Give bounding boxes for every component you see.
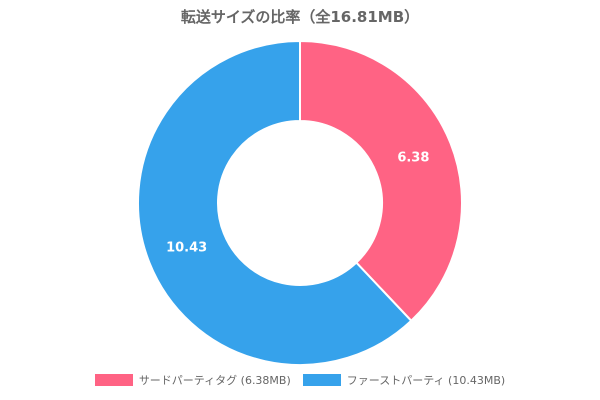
slice-third-party[interactable] bbox=[299, 39, 463, 323]
labels-group: 6.38 10.43 bbox=[166, 150, 429, 255]
slice-label-first-party: 10.43 bbox=[166, 241, 207, 256]
legend-item-third-party[interactable]: サードパーティタグ (6.38MB) bbox=[94, 372, 291, 388]
legend-swatch-first-party bbox=[302, 374, 341, 386]
slices-group bbox=[137, 39, 463, 366]
legend-swatch-third-party bbox=[94, 374, 133, 386]
legend: サードパーティタグ (6.38MB) ファーストパーティ (10.43MB) bbox=[0, 372, 600, 388]
legend-item-first-party[interactable]: ファーストパーティ (10.43MB) bbox=[302, 372, 506, 388]
legend-label-third-party: サードパーティタグ (6.38MB) bbox=[138, 374, 291, 387]
legend-label-first-party: ファーストパーティ (10.43MB) bbox=[346, 374, 506, 387]
slice-label-third-party: 6.38 bbox=[397, 150, 429, 165]
slice-first-party[interactable] bbox=[137, 39, 413, 366]
chart-title: 転送サイズの比率（全16.81MB） bbox=[180, 8, 420, 26]
